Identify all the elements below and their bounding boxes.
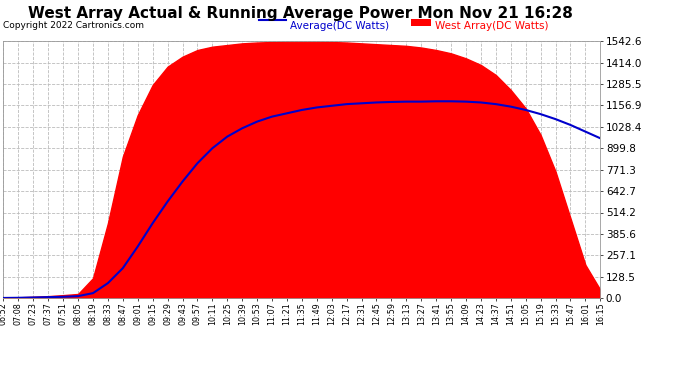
Text: Copyright 2022 Cartronics.com: Copyright 2022 Cartronics.com [3, 21, 144, 30]
Text: Average(DC Watts): Average(DC Watts) [290, 21, 389, 31]
Text: West Array(DC Watts): West Array(DC Watts) [435, 21, 548, 31]
Text: West Array Actual & Running Average Power Mon Nov 21 16:28: West Array Actual & Running Average Powe… [28, 6, 573, 21]
